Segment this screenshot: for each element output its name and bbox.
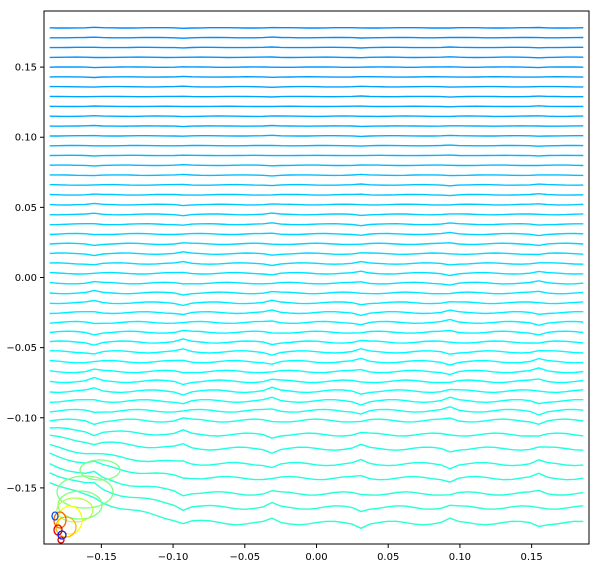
contour-level [49,426,584,439]
y-tick-label: −0.15 [6,483,37,494]
contour-level [49,376,584,386]
vortex-contour [57,530,67,540]
contour-level [49,114,584,118]
contour-level [49,472,584,513]
contour-level [49,338,584,346]
x-axis: −0.15 −0.10 −0.05 0.00 0.05 0.10 0.15 [86,544,543,563]
y-tick-label: 0.05 [15,203,37,214]
y-tick-label: −0.10 [6,413,37,424]
contour-level [49,66,584,69]
vortex-contour [79,459,121,481]
contour-level [49,280,584,286]
contour-level [49,95,584,98]
vortex-contour [51,511,59,521]
contour-level [49,75,584,79]
x-tick-label: 0.10 [449,552,471,563]
contour-level [49,396,584,406]
plot-frame [43,10,590,545]
contour-level [49,105,584,108]
contour-level [49,173,584,177]
x-tick-label: 0.00 [305,552,327,563]
x-tick-label: −0.15 [86,552,117,563]
contour-level [49,443,584,470]
contour-lines [49,26,584,530]
contour-level [49,26,584,30]
contour-level [49,270,584,277]
contour-level [49,212,584,217]
contour-level [49,462,584,497]
contour-level [49,183,584,187]
contour-level [49,309,584,317]
x-tick-label: 0.05 [377,552,399,563]
vortex-region [51,459,121,544]
y-tick-label: 0.15 [15,63,37,74]
contour-level [49,56,584,59]
contour-level [49,482,584,530]
vortex-contour [56,475,114,509]
contour-level [49,242,584,247]
x-tick-label: −0.05 [229,552,260,563]
contour-level [49,231,584,237]
contour-level [49,318,584,327]
contour-level [49,329,584,336]
y-tick-label: 0.10 [15,133,37,144]
contour-level [49,367,584,376]
contour-level [49,405,584,416]
vortex-contour [57,536,65,544]
contour-level [49,163,584,167]
y-axis: 0.15 0.10 0.05 0.00 −0.05 −0.10 −0.15 [6,63,44,494]
contour-level [49,260,584,267]
contour-level [49,434,584,455]
contour-level [49,36,584,39]
y-tick-label: 0.00 [15,273,37,284]
contour-level [49,222,584,227]
contour-level [49,46,584,49]
contour-level [49,417,584,426]
contour-level [49,144,584,147]
contour-level [49,299,584,307]
contour-level [49,357,584,366]
contour-level [49,386,584,396]
contour-level [49,289,584,296]
contour-level [49,192,584,197]
x-tick-label: 0.15 [520,552,542,563]
contour-level [49,124,584,128]
contour-level [49,251,584,257]
contour-level [49,85,584,89]
contour-level [49,347,584,356]
contour-level [49,154,584,157]
contour-level [49,134,584,138]
contour-level [49,452,584,483]
x-tick-label: −0.10 [158,552,189,563]
y-tick-label: −0.05 [6,343,37,354]
contour-level [49,202,584,207]
